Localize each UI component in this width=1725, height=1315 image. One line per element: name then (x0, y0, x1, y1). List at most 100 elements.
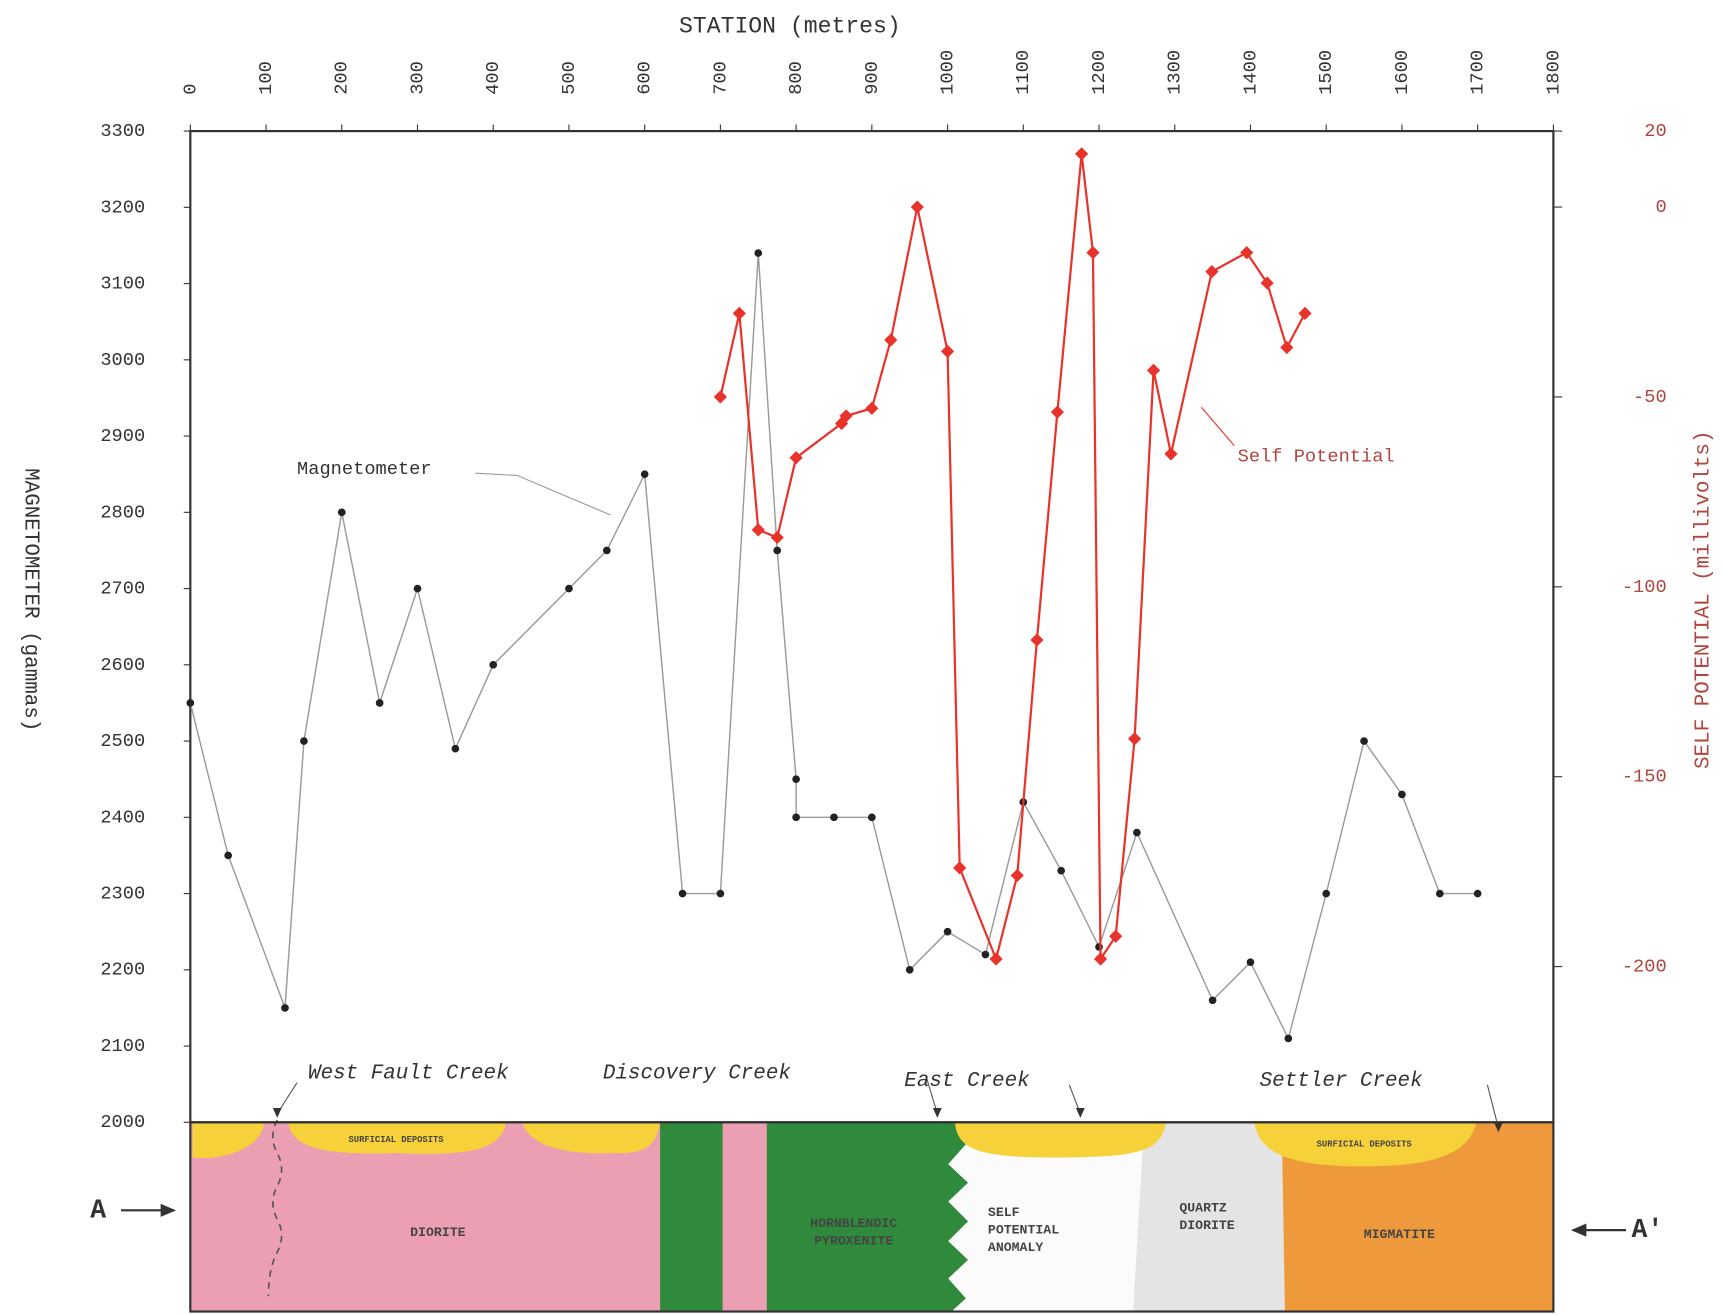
series-line (720, 154, 1305, 959)
mag-marker (186, 699, 194, 707)
x-tick-label: 800 (785, 61, 807, 95)
surficial-deposit (955, 1122, 1166, 1157)
y-tick-label: 3300 (100, 120, 145, 142)
unit-label: PYROXENITE (814, 1234, 893, 1249)
y-tick-label: 2100 (100, 1035, 145, 1057)
mag-marker (679, 890, 687, 898)
sp-marker (884, 333, 897, 346)
sp-marker (1240, 246, 1253, 259)
mag-marker (376, 699, 384, 707)
y-tick-label: 2500 (100, 730, 145, 752)
section-end: A' (1631, 1215, 1663, 1245)
x-tick-label: 400 (482, 61, 504, 95)
series-label: Self Potential (1238, 446, 1395, 468)
sp-marker (865, 402, 878, 415)
unit-label: ANOMALY (988, 1240, 1043, 1255)
page: STATION (metres) MAGNETOMETER (gammas) S… (0, 0, 1725, 1315)
sp-marker (1086, 246, 1099, 259)
series-line (190, 253, 1477, 1038)
y2-tick-label: -100 (1622, 576, 1667, 598)
x-tick-label: 1200 (1088, 50, 1110, 95)
mag-marker (906, 966, 914, 974)
surficial-label: SURFICIAL DEPOSITS (1317, 1140, 1412, 1150)
leader-line (1201, 407, 1234, 446)
x-axis-title: STATION (metres) (679, 14, 901, 40)
mag-marker (1057, 867, 1065, 875)
unit-label: MIGMATITE (1364, 1227, 1435, 1242)
sp-marker (714, 390, 727, 403)
x-tick-label: 100 (255, 61, 277, 95)
sp-marker (1298, 307, 1311, 320)
mag-marker (1322, 890, 1330, 898)
chart: STATION (metres) MAGNETOMETER (gammas) S… (0, 0, 1725, 1315)
leader-line (475, 473, 610, 515)
sp-marker (1164, 447, 1177, 460)
y2-tick-label: -50 (1633, 386, 1667, 408)
y-tick-label: 3100 (100, 273, 145, 295)
y-tick-label: 2300 (100, 882, 145, 904)
y2-axis-title: SELF POTENTIAL (millivolts) (1693, 431, 1716, 769)
mag-marker (1095, 943, 1103, 951)
arrow-head (161, 1204, 176, 1217)
y2-tick-label: -200 (1622, 956, 1667, 978)
mag-marker (754, 249, 762, 257)
y-tick-label: 2700 (100, 578, 145, 600)
sp-marker (1109, 930, 1122, 943)
creek-label: Discovery Creek (603, 1062, 792, 1085)
sp-marker (1261, 276, 1274, 289)
x-tick-label: 1300 (1164, 50, 1186, 95)
pyroxenite-zone (660, 1122, 723, 1311)
section-end: A (90, 1195, 106, 1225)
y-tick-label: 2200 (100, 959, 145, 981)
mag-marker (982, 951, 990, 959)
sp-marker (1030, 633, 1043, 646)
sp-marker (953, 861, 966, 874)
x-tick-label: 900 (861, 61, 883, 95)
sp-marker (1128, 732, 1141, 745)
unit-label: DIORITE (1179, 1218, 1234, 1233)
unit-label: POTENTIAL (988, 1223, 1059, 1238)
mag-marker (1398, 791, 1406, 799)
creek-arrow (1076, 1108, 1085, 1118)
sp-marker (941, 345, 954, 358)
mag-marker (717, 890, 725, 898)
sp-marker (1011, 869, 1024, 882)
creek-label: West Fault Creek (308, 1062, 509, 1085)
x-tick-label: 300 (406, 61, 428, 95)
y-tick-label: 3000 (100, 349, 145, 371)
x-tick-label: 200 (331, 61, 353, 95)
creek-arrow (933, 1108, 942, 1118)
x-tick-label: 1700 (1467, 50, 1489, 95)
sp-marker (1051, 406, 1064, 419)
unit-label: DIORITE (410, 1225, 465, 1240)
mag-marker (944, 928, 952, 936)
x-tick-label: 0 (179, 84, 201, 95)
sp-marker (733, 307, 746, 320)
sp-marker (1280, 341, 1293, 354)
y-tick-label: 2000 (100, 1111, 145, 1133)
mag-marker (830, 813, 838, 821)
unit-label: SELF (988, 1205, 1020, 1220)
x-tick-label: 1500 (1315, 50, 1337, 95)
mag-marker (1209, 996, 1217, 1004)
arrow-head (1571, 1224, 1586, 1237)
unit-label: QUARTZ (1179, 1201, 1227, 1216)
series-label: Magnetometer (297, 458, 432, 480)
creek-label: East Creek (904, 1070, 1030, 1093)
mag-marker (1247, 958, 1255, 966)
mag-marker (414, 585, 422, 593)
mag-marker (489, 661, 497, 669)
sp-marker (989, 952, 1002, 965)
y-tick-label: 2600 (100, 654, 145, 676)
mag-marker (1474, 890, 1482, 898)
x-tick-label: 600 (634, 61, 656, 95)
y-tick-label: 2800 (100, 501, 145, 523)
mag-marker (300, 737, 308, 745)
sp-marker (1205, 265, 1218, 278)
surficial-label: SURFICIAL DEPOSITS (349, 1135, 444, 1145)
sp-marker (1075, 147, 1088, 160)
x-tick-label: 500 (558, 61, 580, 95)
y2-tick-label: 0 (1655, 196, 1666, 218)
unit-label: HORNBLENDIC (810, 1216, 897, 1231)
mag-marker (224, 852, 232, 860)
